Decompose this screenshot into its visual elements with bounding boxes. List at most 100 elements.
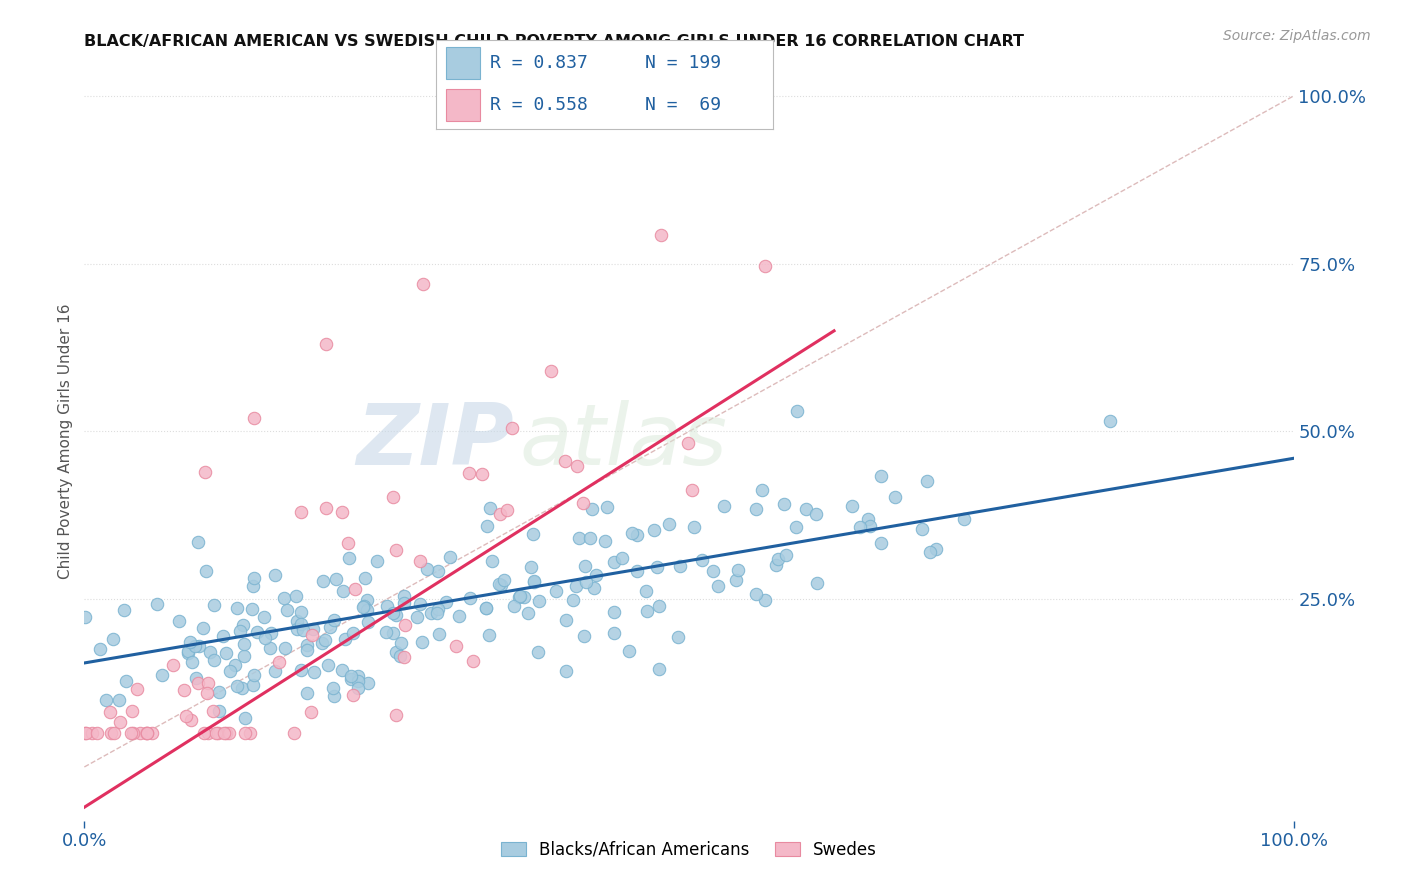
Point [449,608,471,623]
Point [567,458,589,473]
Point [554,454,576,468]
Point [129,726,152,740]
Point [316,657,339,672]
Point [302,622,325,636]
Point [232,649,254,664]
Point [136,726,159,740]
Point [501,421,523,435]
Point [488,577,510,591]
Text: BLACK/AFRICAN AMERICAN VS SWEDISH CHILD POVERTY AMONG GIRLS UNDER 16 CORRELATION: BLACK/AFRICAN AMERICAN VS SWEDISH CHILD … [84,34,1025,49]
Point [509,589,531,603]
Point [290,505,312,519]
Point [585,567,607,582]
Point [426,606,449,620]
Point [427,627,450,641]
Point [772,497,794,511]
Point [481,554,503,568]
Point [706,579,728,593]
Point [385,645,408,659]
Point [411,634,433,648]
Point [785,520,807,534]
Text: N =  69: N = 69 [645,96,721,114]
Point [849,519,872,533]
Point [841,499,863,513]
Point [73,726,96,740]
Point [385,543,408,558]
Point [332,505,354,519]
Point [146,597,169,611]
Point [460,591,482,605]
Point [232,638,254,652]
Point [568,532,591,546]
Point [352,599,374,614]
Point [636,604,658,618]
Point [295,642,318,657]
Point [290,663,312,677]
Point [596,500,619,515]
Point [103,632,125,646]
Point [870,468,893,483]
Point [754,260,776,274]
Point [243,571,266,585]
Point [274,640,297,655]
Point [388,649,411,664]
Point [208,685,231,699]
Point [357,676,380,690]
Point [276,603,298,617]
Point [285,614,308,628]
Point [187,676,209,690]
Point [381,625,404,640]
Point [475,600,498,615]
Point [188,639,211,653]
Text: ZIP: ZIP [356,400,513,483]
Point [617,644,640,658]
Point [231,681,253,695]
Point [581,501,603,516]
Point [562,593,585,607]
Point [121,704,143,718]
Point [194,564,217,578]
Point [409,597,432,611]
Point [292,623,315,637]
Point [340,673,363,687]
Point [322,681,344,695]
Point [242,411,264,425]
Point [666,630,689,644]
Point [356,603,378,617]
Point [353,599,375,613]
Point [337,551,360,566]
Point [523,574,546,588]
Point [120,726,142,740]
Point [322,613,344,627]
Point [676,436,699,450]
Point [366,554,388,568]
Point [108,693,131,707]
Point [201,704,224,718]
Point [911,522,934,536]
Point [176,644,198,658]
Point [336,536,359,550]
Point [416,562,439,576]
Point [381,490,404,504]
Point [458,466,481,480]
Point [554,664,576,678]
Point [754,593,776,607]
Point [114,603,136,617]
Point [508,590,530,604]
Point [751,483,773,497]
Point [80,726,103,740]
Text: R = 0.558: R = 0.558 [489,96,588,114]
Point [253,610,276,624]
Point [333,632,356,647]
Point [253,632,276,646]
Point [766,552,789,566]
Point [224,658,246,673]
Point [242,579,264,593]
Point [173,682,195,697]
Point [658,517,681,532]
Point [267,656,290,670]
Point [564,579,586,593]
Point [135,726,157,740]
Point [603,555,626,569]
Point [612,551,634,566]
